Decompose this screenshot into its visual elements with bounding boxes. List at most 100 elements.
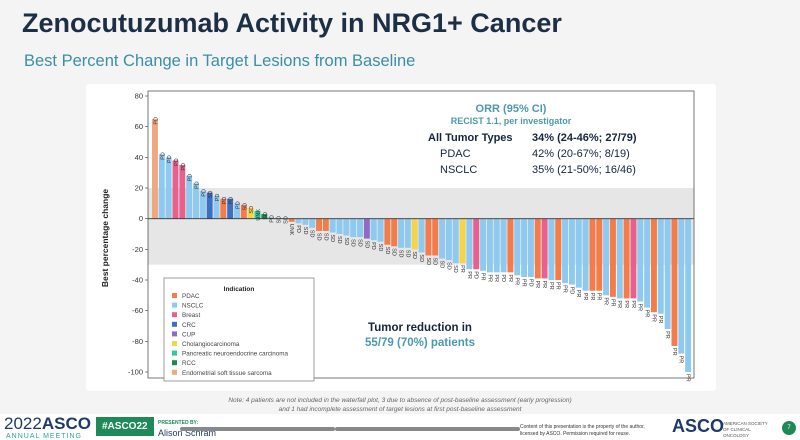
bar — [486, 218, 493, 273]
bar — [158, 154, 165, 219]
bar-response-label: PD — [229, 197, 235, 205]
bar-response-label: SD — [445, 262, 451, 270]
y-tick-label: 0 — [139, 214, 143, 223]
bar — [240, 204, 247, 219]
bar — [234, 203, 240, 219]
bar — [562, 218, 569, 284]
hashtag-badge: #ASCO22 — [96, 417, 154, 436]
bar — [678, 218, 685, 354]
bar — [473, 218, 480, 270]
bar — [609, 218, 616, 297]
bar-response-label: PR — [541, 280, 547, 288]
y-tick-label: 40 — [135, 153, 143, 162]
bar-response-label: SD — [208, 191, 214, 199]
bar-response-label: PD — [194, 181, 200, 189]
legend-item-label: Breast — [182, 312, 200, 319]
orr-pdac-label: PDAC — [440, 148, 471, 160]
bar-response-label: PD — [181, 163, 187, 171]
slide-title: Zenocutuzumab Activity in NRG1+ Cancer — [22, 8, 562, 38]
bar-response-label: SD — [452, 265, 458, 273]
legend-box — [163, 277, 315, 382]
orr-pdac-value: 42% (20-67%; 8/19) — [532, 148, 630, 160]
y-tick-label: -100 — [128, 368, 143, 377]
bar — [404, 218, 411, 248]
bar — [555, 218, 562, 280]
bar-response-label: SD — [309, 230, 315, 238]
bar-response-label: SD — [377, 244, 383, 252]
bar-response-label: PR — [575, 290, 581, 298]
bar — [165, 157, 172, 219]
bar — [644, 218, 651, 308]
bar-response-label: PR — [521, 279, 527, 287]
bar-response-label: PR — [582, 293, 588, 301]
legend-item-label: CUP — [182, 331, 195, 338]
bar-response-label: PD — [473, 271, 479, 279]
society-name: AMERICAN SOCIETY OF CLINICAL ONCOLOGY — [723, 421, 768, 438]
bar-response-label: PR — [650, 314, 656, 322]
bar-response-label: SD — [363, 241, 369, 249]
y-tick-label: 60 — [135, 122, 143, 131]
bar — [685, 218, 692, 372]
legend-item-label: Cholangiocarcinoma — [182, 341, 240, 348]
y-axis: 80 60 40 20 0 -20 -40 -60 -80 -100 — [128, 90, 695, 379]
legend-title: Indication — [224, 286, 255, 293]
bar — [439, 218, 446, 259]
bar-response-label: PR — [616, 300, 622, 308]
bar — [664, 218, 671, 330]
bar — [534, 218, 541, 279]
bar-response-label: PR — [609, 299, 615, 307]
bar — [268, 217, 275, 219]
bar-response-label: PR — [637, 303, 643, 311]
presented-by-label: PRESENTED BY: — [158, 420, 199, 426]
bar — [357, 218, 363, 238]
bar — [616, 218, 623, 299]
legend-item-label: Pancreatic neuroendocrine carcinoma — [182, 351, 289, 358]
redaction-bar — [335, 427, 520, 431]
footnote: Note: 4 patients are not included in the… — [0, 396, 800, 414]
bar-response-label: PR — [514, 277, 520, 285]
bar — [336, 218, 343, 234]
bar — [213, 195, 220, 219]
bar — [254, 211, 261, 219]
redaction-bar — [180, 427, 335, 431]
bar-response-label: SD — [439, 261, 445, 269]
bar — [527, 218, 534, 277]
bar-response-label: SD — [336, 236, 342, 244]
bar-response-label: SD — [350, 239, 356, 247]
bar-response-label: SD — [329, 234, 335, 242]
bar-response-label: SD — [425, 257, 431, 265]
asco-logo: ASCO — [672, 416, 725, 436]
bar — [657, 218, 664, 314]
bar-response-label: PD — [527, 279, 533, 287]
bar — [596, 218, 603, 291]
tumor-reduction-line2: 55/79 (70%) patients — [365, 337, 475, 349]
bar-response-label: SD — [242, 203, 248, 211]
legend-item-label: PDAC — [182, 293, 200, 300]
bar — [575, 218, 582, 288]
bar-response-label: PR — [480, 273, 486, 281]
bar-response-label: SD — [411, 251, 417, 259]
legend-swatch — [172, 360, 177, 366]
legend-item-label: CRC — [182, 322, 196, 329]
bar-response-label: PR — [486, 274, 492, 282]
bar-response-label: PR — [671, 348, 677, 356]
orr-title: ORR (95% CI) — [476, 103, 547, 115]
bar — [398, 218, 405, 248]
bar-response-label: PR — [644, 310, 650, 318]
bar — [220, 198, 227, 219]
bar-response-label: PR — [630, 300, 636, 308]
bar — [391, 218, 398, 247]
bar — [288, 218, 295, 222]
presenter-name: Alison Schram — [158, 428, 217, 438]
bar — [514, 218, 521, 276]
annual-meeting-text: ANNUAL MEETING — [6, 433, 82, 440]
copyright-text: Content of this presentation is the prop… — [520, 424, 645, 437]
bar — [500, 218, 507, 273]
bar-response-label: PR — [548, 282, 554, 290]
bar — [152, 119, 158, 219]
bar-response-label: SD — [391, 248, 397, 256]
bar — [493, 218, 500, 273]
bar-response-label: PR — [596, 293, 602, 301]
bar-response-label: SD — [283, 216, 289, 224]
